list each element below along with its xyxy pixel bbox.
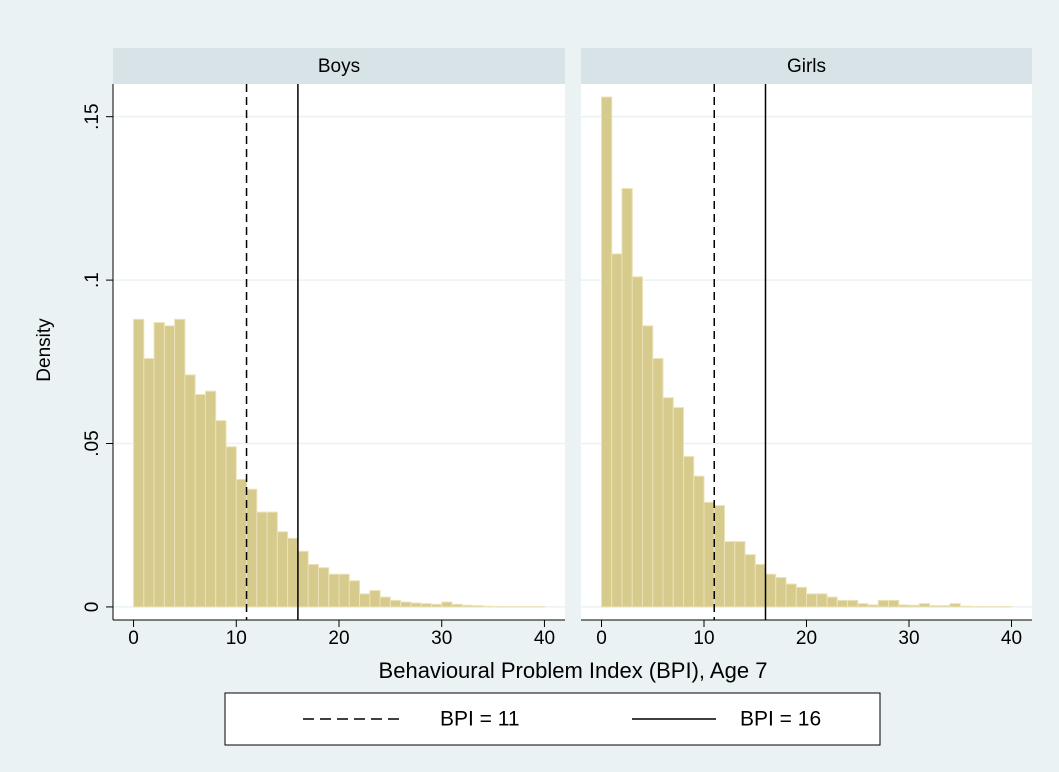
bar (847, 599, 859, 608)
bar (359, 593, 371, 608)
bar (389, 599, 402, 608)
bar (662, 397, 674, 608)
bar (174, 318, 186, 608)
bar (652, 358, 664, 608)
bar (631, 276, 643, 608)
bar (276, 531, 289, 608)
bar (929, 605, 941, 608)
bar (133, 318, 145, 608)
bar (867, 604, 879, 608)
x-tick-label: 40 (1001, 628, 1022, 649)
bar (795, 586, 807, 608)
bar (713, 505, 725, 608)
x-tick-label: 40 (534, 628, 555, 649)
bar (693, 475, 705, 608)
bar (246, 488, 258, 608)
bar (317, 567, 330, 608)
x-tick-label: 10 (693, 628, 714, 649)
panel-title: Boys (318, 56, 360, 77)
bar (754, 563, 766, 608)
bar (256, 511, 268, 608)
bar (959, 605, 971, 608)
bar (163, 325, 176, 608)
bar (235, 478, 248, 608)
bar (898, 604, 910, 608)
bar (153, 322, 165, 608)
bar (775, 577, 787, 608)
y-axis-label: Density (34, 318, 55, 382)
bar (642, 325, 654, 608)
bar (266, 511, 278, 608)
legend-label: BPI = 16 (740, 708, 821, 731)
bar (908, 604, 920, 608)
x-tick-label: 10 (226, 628, 247, 649)
bar (338, 573, 350, 608)
y-tick-label: .1 (82, 272, 103, 288)
y-tick-label: .05 (82, 430, 103, 456)
bar (328, 573, 340, 608)
bar (430, 603, 443, 608)
x-tick-label: 30 (431, 628, 452, 649)
y-tick-label: 0 (82, 602, 103, 613)
x-tick-label: 0 (596, 628, 607, 649)
bar (441, 601, 453, 608)
bar (744, 554, 756, 608)
panel-header (113, 48, 565, 84)
x-axis-label: Behavioural Problem Index (BPI), Age 7 (379, 658, 768, 683)
x-tick-label: 30 (898, 628, 919, 649)
bar (400, 601, 412, 608)
bar (461, 604, 474, 608)
panel-header (581, 48, 1032, 84)
bar (816, 593, 828, 608)
bar (215, 420, 227, 608)
bar (785, 583, 797, 608)
bar (287, 537, 299, 608)
bar (877, 599, 889, 608)
bar (143, 358, 155, 608)
bar (410, 602, 422, 608)
bar (472, 605, 484, 608)
x-tick-label: 20 (796, 628, 817, 649)
x-tick-label: 0 (128, 628, 139, 649)
bar (888, 599, 900, 608)
bar (703, 501, 715, 608)
bar (601, 96, 613, 608)
bar (683, 456, 695, 608)
bar (611, 253, 623, 608)
bar (204, 390, 217, 608)
bar (734, 541, 746, 608)
bar (672, 407, 684, 608)
y-tick-label: .15 (82, 103, 103, 129)
bar (297, 550, 309, 608)
bar (194, 393, 206, 608)
bar (379, 596, 391, 608)
panel-title: Girls (787, 56, 826, 77)
bar (348, 580, 361, 608)
x-tick-label: 20 (328, 628, 349, 649)
bar (621, 188, 633, 608)
bar (451, 603, 463, 608)
bar (765, 573, 777, 608)
bar (184, 374, 196, 608)
legend (224, 692, 881, 746)
bar (949, 603, 961, 608)
bar (225, 446, 237, 608)
bar (918, 603, 930, 608)
bar (806, 593, 818, 608)
bar (369, 590, 381, 608)
bar (724, 541, 736, 608)
bar (420, 603, 432, 608)
bar (857, 603, 869, 608)
bar (307, 563, 319, 608)
legend-label: BPI = 11 (440, 708, 520, 731)
bar (826, 596, 838, 608)
bar (836, 599, 848, 608)
bar (482, 605, 494, 608)
bar (939, 605, 951, 608)
